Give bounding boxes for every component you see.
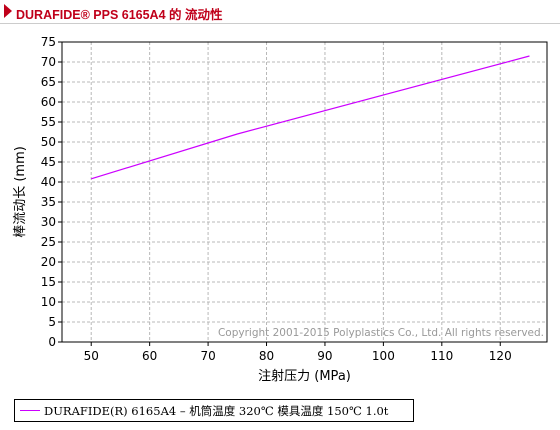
- y-tick-label: 60: [41, 95, 56, 109]
- y-tick-label: 15: [41, 275, 56, 289]
- legend: DURAFIDE(R) 6165A4 – 机筒温度 320℃ 模具温度 150℃…: [14, 399, 414, 422]
- x-axis-label: 注射压力 (MPa): [258, 368, 351, 384]
- y-tick-label: 65: [41, 75, 56, 89]
- y-tick-label: 55: [41, 115, 56, 129]
- x-tick-label: 110: [430, 349, 453, 363]
- legend-label: DURAFIDE(R) 6165A4 – 机筒温度 320℃ 模具温度 150℃…: [44, 404, 389, 418]
- y-tick-label: 20: [41, 255, 56, 269]
- x-tick-label: 120: [489, 349, 512, 363]
- x-tick-label: 90: [317, 349, 332, 363]
- axis-ticks: 0 5 10 15 20 25 30 35 40 45 50 55 60 65 70 75 50 60 70 80 90…: [41, 35, 512, 363]
- y-tick-label: 75: [41, 35, 56, 49]
- y-tick-label: 70: [41, 55, 56, 69]
- grid-lines: [62, 42, 547, 342]
- x-tick-label: 80: [259, 349, 274, 363]
- x-tick-label: 50: [84, 349, 99, 363]
- y-tick-label: 35: [41, 195, 56, 209]
- y-tick-label: 50: [41, 135, 56, 149]
- y-tick-label: 5: [48, 315, 56, 329]
- plot-frame: [61, 41, 548, 343]
- chart-header: DURAFIDE® PPS 6165A4 的 流动性: [0, 0, 560, 28]
- x-tick-label: 60: [142, 349, 157, 363]
- chart-title: DURAFIDE® PPS 6165A4 的 流动性: [16, 8, 223, 22]
- y-tick-label: 0: [48, 335, 56, 349]
- title-divider: [0, 23, 560, 24]
- y-tick-label: 40: [41, 175, 56, 189]
- y-tick-label: 30: [41, 215, 56, 229]
- legend-swatch: [20, 410, 40, 411]
- x-tick-label: 100: [372, 349, 395, 363]
- y-tick-label: 25: [41, 235, 56, 249]
- y-tick-label: 10: [41, 295, 56, 309]
- title-arrow-icon: [4, 4, 12, 18]
- line-chart: 0 5 10 15 20 25 30 35 40 45 50 55 60 65 70 75 50 60 70 80 90…: [13, 35, 548, 384]
- plot-area: 0 5 10 15 20 25 30 35 40 45 50 55 60 65 70 75 50 60 70 80 90…: [0, 28, 560, 390]
- y-axis-label: 棒流动长 (mm): [13, 146, 28, 238]
- copyright-watermark: Copyright 2001-2015 Polyplastics Co., Lt…: [218, 327, 544, 339]
- y-tick-label: 45: [41, 155, 56, 169]
- series-lines: [91, 55, 530, 180]
- series-line: [91, 55, 530, 180]
- x-tick-label: 70: [200, 349, 215, 363]
